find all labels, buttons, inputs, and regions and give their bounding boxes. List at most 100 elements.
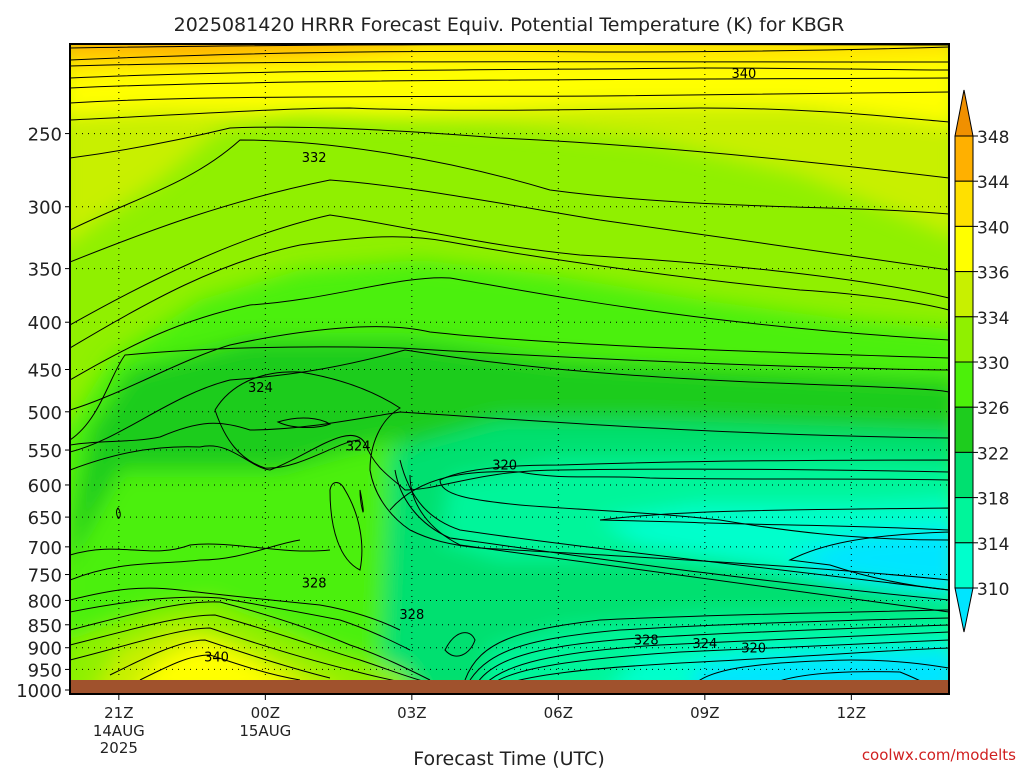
contour-line [109, 639, 331, 679]
svg-text:328: 328 [302, 576, 327, 591]
colorbar-label: 336 [977, 264, 1009, 284]
svg-text:320: 320 [741, 642, 766, 657]
contour-label: 324 [692, 637, 717, 652]
contour-line [214, 409, 361, 469]
colorbar-label: 340 [977, 218, 1009, 238]
colorbar-top-arrow [954, 89, 974, 137]
field-band-310 [790, 528, 949, 590]
svg-text:320: 320 [492, 458, 517, 473]
colorbar-segment [954, 542, 974, 589]
svg-text:340: 340 [731, 67, 756, 82]
colorbar-label: 334 [977, 309, 1009, 329]
colorbar-segment [954, 316, 974, 363]
contour-line [70, 411, 949, 446]
svg-text:328: 328 [634, 634, 659, 649]
x-axis-label: Forecast Time (UTC) [413, 748, 604, 768]
grid-lines [70, 44, 949, 694]
y-tick-label: 250 [28, 125, 62, 146]
contour-line [394, 469, 949, 601]
contour-line [70, 349, 949, 453]
contour-line [70, 139, 949, 231]
x-tick-label: 21Z [104, 704, 133, 722]
contour-line [70, 627, 421, 687]
y-tick-label: 500 [28, 403, 62, 424]
contour-line [399, 459, 949, 591]
contour-line [439, 459, 949, 541]
colorbar-label: 344 [977, 173, 1009, 193]
contour-line [484, 631, 949, 685]
colorbar-segment [954, 406, 974, 453]
credit-text[interactable]: coolwx.com/modelts [862, 746, 1016, 764]
contour-line [469, 617, 949, 681]
contour-line [70, 277, 949, 381]
x-tick-year: 2025 [100, 739, 138, 757]
contour-label: 340 [731, 67, 756, 82]
contour-label: 328 [399, 608, 424, 623]
contour-line [70, 77, 949, 89]
colorbar-label: 318 [977, 490, 1009, 510]
colorbar-label: 348 [977, 128, 1009, 148]
colorbar-segment [954, 180, 974, 227]
x-tick-date: 15AUG [239, 722, 291, 740]
contour-line [689, 659, 949, 691]
contour-line [70, 91, 949, 104]
contour-line [214, 371, 949, 581]
y-tick-label: 650 [28, 508, 62, 529]
contour-line [139, 654, 301, 681]
contour-line [599, 507, 949, 531]
colorbar-segment [954, 271, 974, 318]
y-tick-label: 950 [28, 660, 62, 681]
ground-band [70, 680, 949, 694]
y-tick-label: 550 [28, 441, 62, 462]
contour-line [70, 539, 301, 581]
colorbar-segment [954, 225, 974, 273]
y-tick-label: 800 [28, 591, 62, 612]
colorbar-label: 310 [977, 580, 1009, 600]
colorbar-label: 326 [977, 399, 1009, 419]
contour-line [70, 434, 949, 491]
contour-line [70, 107, 949, 123]
contour-labels: 340 332 324 324 320 328 328 328 324 320 340 [204, 67, 766, 666]
contour-label: 324 [248, 381, 273, 396]
x-tick-label: 12Z [837, 704, 866, 722]
plot-area: 340 332 324 324 320 328 328 328 324 320 340 [70, 44, 949, 694]
svg-text:324: 324 [692, 637, 717, 652]
y-tick-label: 450 [28, 360, 62, 381]
contour-line [70, 67, 949, 79]
contour-label: 324 [346, 440, 371, 455]
contour-line [70, 179, 949, 271]
contour-line [70, 587, 401, 631]
contour-line [499, 647, 949, 687]
field-band-340 [70, 44, 949, 124]
svg-text:340: 340 [204, 651, 229, 666]
contour-line [70, 126, 949, 179]
contour-line [491, 639, 949, 685]
colorbar-label: 322 [977, 444, 1009, 464]
contour-line [70, 326, 949, 411]
contour-line [70, 214, 949, 326]
y-tick-label: 300 [28, 198, 62, 219]
svg-text:332: 332 [302, 151, 327, 166]
y-tick-label: 350 [28, 260, 62, 281]
colorbar-segment [954, 361, 974, 408]
contour-label: 340 [204, 651, 229, 666]
x-tick-label: 03Z [397, 704, 426, 722]
y-tick-label: 750 [28, 566, 62, 587]
y-tick-label: 600 [28, 476, 62, 497]
svg-text:324: 324 [248, 381, 273, 396]
field-band-348 [70, 44, 402, 62]
contour-line [444, 632, 476, 657]
contour-line [70, 346, 949, 441]
y-tick-label: 900 [28, 639, 62, 660]
y-tick-label: 1000 [16, 681, 62, 702]
contour-line [276, 417, 332, 428]
x-tick-date: 14AUG [93, 722, 145, 740]
contour-line [477, 624, 949, 683]
contour-line [389, 471, 949, 511]
contour-label: 320 [492, 458, 517, 473]
contour-label: 328 [302, 576, 327, 591]
x-tick-label: 06Z [544, 704, 573, 722]
colorbar-bottom-arrow [954, 587, 974, 633]
